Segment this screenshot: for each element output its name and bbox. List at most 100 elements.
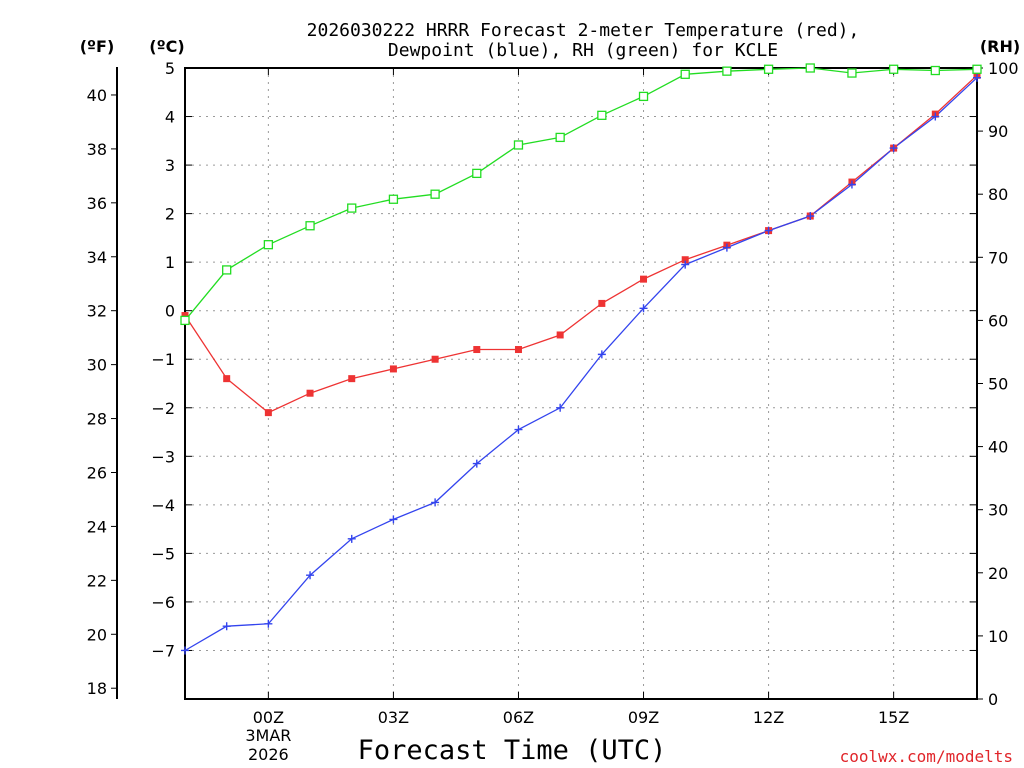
rh-point bbox=[263, 240, 274, 250]
temperature-point bbox=[181, 312, 189, 320]
grid bbox=[185, 68, 977, 699]
celsius-tick-label: 1 bbox=[165, 253, 175, 272]
celsius-tick-label: −6 bbox=[151, 593, 175, 612]
rh-point bbox=[555, 132, 565, 143]
fahrenheit-tick-label: 18 bbox=[87, 679, 107, 698]
rh-tick-label: 0 bbox=[988, 690, 998, 709]
rh-tick-label: 50 bbox=[988, 375, 1008, 394]
rh-point bbox=[930, 65, 940, 76]
rh-point bbox=[763, 64, 774, 74]
celsius-tick-label: −3 bbox=[151, 447, 175, 466]
dewpoint-line bbox=[184, 77, 978, 652]
dewpoint-point bbox=[556, 403, 565, 412]
rh-tick-label: 60 bbox=[988, 311, 1008, 330]
temperature-point bbox=[556, 331, 564, 339]
date-label-month: 3MAR bbox=[245, 726, 291, 745]
chart-title-line-2: Dewpoint (blue), RH (green) for KCLE bbox=[388, 40, 778, 61]
dewpoint-point bbox=[472, 459, 481, 468]
rh-point bbox=[305, 221, 315, 231]
celsius-tick-label: −2 bbox=[151, 399, 175, 418]
celsius-tick-label: −4 bbox=[151, 496, 175, 515]
rh-point bbox=[722, 66, 732, 76]
dewpoint-point bbox=[973, 73, 981, 82]
x-tick-label: 15Z bbox=[878, 708, 909, 727]
celsius-tick-label: −1 bbox=[151, 350, 175, 369]
rh-point bbox=[847, 68, 857, 78]
rh-tick-label: 70 bbox=[988, 248, 1008, 267]
temperature-point bbox=[348, 375, 356, 383]
dewpoint-point bbox=[597, 350, 606, 359]
rh-tick-label: 40 bbox=[988, 438, 1008, 457]
temperature-point bbox=[223, 375, 231, 383]
dewpoint-point bbox=[722, 243, 731, 252]
fahrenheit-tick-label: 32 bbox=[87, 302, 107, 321]
fahrenheit-tick-label: 24 bbox=[87, 517, 107, 536]
celsius-tick-label: −5 bbox=[151, 544, 175, 563]
rh-point bbox=[180, 315, 190, 326]
axes: 00Z 03Z 06Z 09Z 12Z 15Z543210−1−2−3−4−5−6−740… bbox=[87, 59, 1019, 727]
celsius-axis-unit: (ºC) bbox=[149, 37, 184, 56]
rh-point bbox=[680, 69, 690, 79]
celsius-tick-label: 2 bbox=[165, 205, 175, 224]
rh-point bbox=[597, 110, 607, 120]
dewpoint-point bbox=[764, 226, 773, 235]
temperature-point bbox=[264, 409, 272, 417]
fahrenheit-tick-label: 26 bbox=[87, 463, 107, 482]
fahrenheit-tick-label: 28 bbox=[87, 410, 107, 429]
temperature-point bbox=[598, 299, 606, 307]
rh-point bbox=[805, 63, 815, 73]
dewpoint-point bbox=[847, 180, 856, 189]
marker-layer bbox=[180, 63, 982, 655]
rh-point bbox=[513, 140, 524, 150]
dewpoint-point bbox=[639, 304, 648, 313]
temperature-point bbox=[306, 389, 314, 397]
x-tick-label: 00Z bbox=[253, 708, 284, 727]
rh-point bbox=[472, 168, 482, 179]
fahrenheit-tick-label: 30 bbox=[87, 356, 107, 375]
dewpoint-point bbox=[306, 571, 315, 580]
x-tick-label: 03Z bbox=[378, 708, 409, 727]
temperature-point bbox=[431, 355, 439, 363]
rh-tick-label: 30 bbox=[988, 501, 1008, 520]
rh-point bbox=[888, 64, 899, 74]
dewpoint-point bbox=[514, 425, 523, 434]
temperature-point bbox=[473, 346, 481, 354]
dewpoint-point bbox=[806, 212, 815, 221]
fahrenheit-tick-label: 34 bbox=[87, 248, 107, 267]
rh-axis-unit: (RH) bbox=[980, 37, 1020, 56]
temperature-point bbox=[640, 275, 648, 283]
rh-point bbox=[347, 203, 357, 213]
rh-point bbox=[638, 91, 649, 102]
dewpoint-point bbox=[681, 260, 690, 269]
fahrenheit-axis-unit: (ºF) bbox=[80, 37, 115, 56]
celsius-tick-label: 4 bbox=[165, 108, 175, 127]
fahrenheit-tick-label: 38 bbox=[87, 140, 107, 159]
rh-point bbox=[972, 64, 982, 74]
rh-line bbox=[184, 67, 978, 321]
credit-label: coolwx.com/modelts bbox=[840, 747, 1013, 766]
celsius-tick-label: 3 bbox=[165, 156, 175, 175]
dewpoint-point bbox=[389, 515, 398, 524]
dewpoint-point bbox=[181, 646, 189, 655]
rh-point bbox=[222, 265, 232, 275]
series-layer bbox=[184, 67, 978, 652]
celsius-tick-label: 5 bbox=[165, 59, 175, 78]
dewpoint-point bbox=[431, 498, 440, 507]
dewpoint-point bbox=[931, 112, 940, 121]
rh-tick-label: 20 bbox=[988, 564, 1008, 583]
temperature-line bbox=[184, 74, 978, 414]
celsius-tick-label: 0 bbox=[165, 302, 175, 321]
date-label-year: 2026 bbox=[248, 745, 289, 764]
rh-tick-label: 80 bbox=[988, 185, 1008, 204]
temperature-point bbox=[681, 256, 689, 264]
temperature-point bbox=[389, 365, 397, 373]
fahrenheit-tick-label: 36 bbox=[87, 194, 107, 213]
rh-point bbox=[388, 194, 399, 204]
rh-tick-label: 10 bbox=[988, 627, 1008, 646]
rh-tick-label: 90 bbox=[988, 122, 1008, 141]
fahrenheit-tick-label: 20 bbox=[87, 625, 107, 644]
dewpoint-point bbox=[889, 144, 898, 153]
rh-point bbox=[430, 189, 440, 199]
